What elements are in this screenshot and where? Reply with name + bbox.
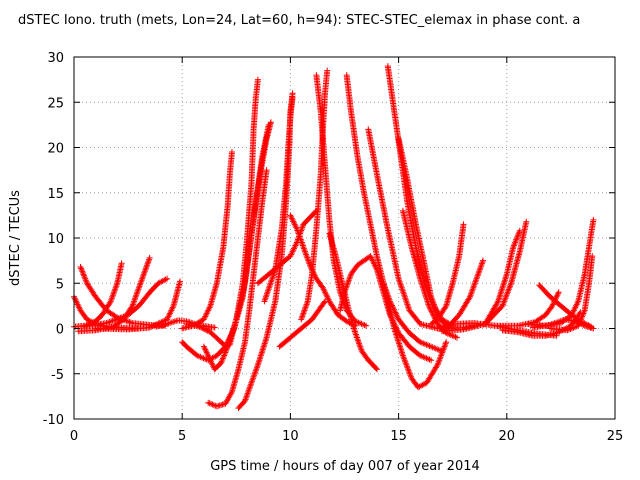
y-tick-label: -5 — [51, 368, 64, 383]
y-tick-label: 30 — [47, 51, 64, 66]
y-tick-label: 15 — [47, 187, 64, 202]
x-tick-label: 5 — [178, 429, 186, 444]
series-markers — [81, 275, 171, 330]
series-38 — [529, 316, 597, 332]
series-markers — [205, 167, 270, 410]
x-axis: 0 5 10 15 20 25 — [70, 57, 623, 444]
series-markers — [395, 135, 452, 330]
series-markers — [428, 221, 467, 327]
x-tick-label: 25 — [607, 429, 624, 444]
y-tick-label: 20 — [47, 142, 64, 157]
series-markers — [179, 149, 235, 332]
x-tick-label: 0 — [70, 429, 78, 444]
series-16 — [276, 298, 328, 350]
series-markers — [380, 280, 445, 355]
y-tick-label: -10 — [43, 413, 64, 428]
series-20 — [326, 230, 380, 373]
series-markers — [298, 67, 331, 323]
series-18 — [298, 67, 331, 323]
grid — [74, 57, 615, 419]
series-markers — [276, 298, 328, 350]
plot-frame — [73, 56, 616, 420]
y-tick-label: 25 — [47, 96, 64, 111]
series-28 — [428, 221, 467, 327]
series-5 — [81, 275, 171, 330]
y-tick-label: 10 — [47, 232, 64, 247]
y-tick-label: 5 — [56, 277, 64, 292]
y-axis: -10 -5 0 5 10 15 20 25 30 — [43, 51, 615, 428]
series-markers — [529, 316, 597, 332]
series-9 — [179, 149, 235, 332]
x-tick-label: 10 — [282, 429, 299, 444]
series-6 — [92, 278, 183, 333]
series-markers — [92, 278, 183, 333]
x-axis-label: GPS time / hours of day 007 of year 2014 — [210, 459, 480, 474]
series-markers — [200, 76, 261, 373]
x-tick-label: 15 — [390, 429, 407, 444]
series-layer — [71, 63, 597, 412]
y-axis-label: dSTEC / TECUs — [8, 190, 23, 286]
series-markers — [438, 227, 523, 335]
series-31 — [438, 227, 523, 335]
series-23 — [365, 126, 456, 332]
series-12 — [205, 167, 270, 410]
series-markers — [384, 63, 456, 329]
y-tick-label: 0 — [56, 323, 64, 338]
chart-title: dSTEC Iono. truth (mets, Lon=24, Lat=60,… — [18, 13, 580, 28]
series-11 — [200, 76, 261, 373]
series-27 — [380, 280, 445, 355]
series-markers — [326, 230, 380, 373]
series-markers — [261, 94, 296, 305]
series-14 — [261, 94, 296, 305]
series-24 — [384, 63, 456, 329]
series-markers — [365, 126, 456, 332]
series-25 — [395, 135, 452, 330]
x-tick-label: 20 — [499, 429, 516, 444]
